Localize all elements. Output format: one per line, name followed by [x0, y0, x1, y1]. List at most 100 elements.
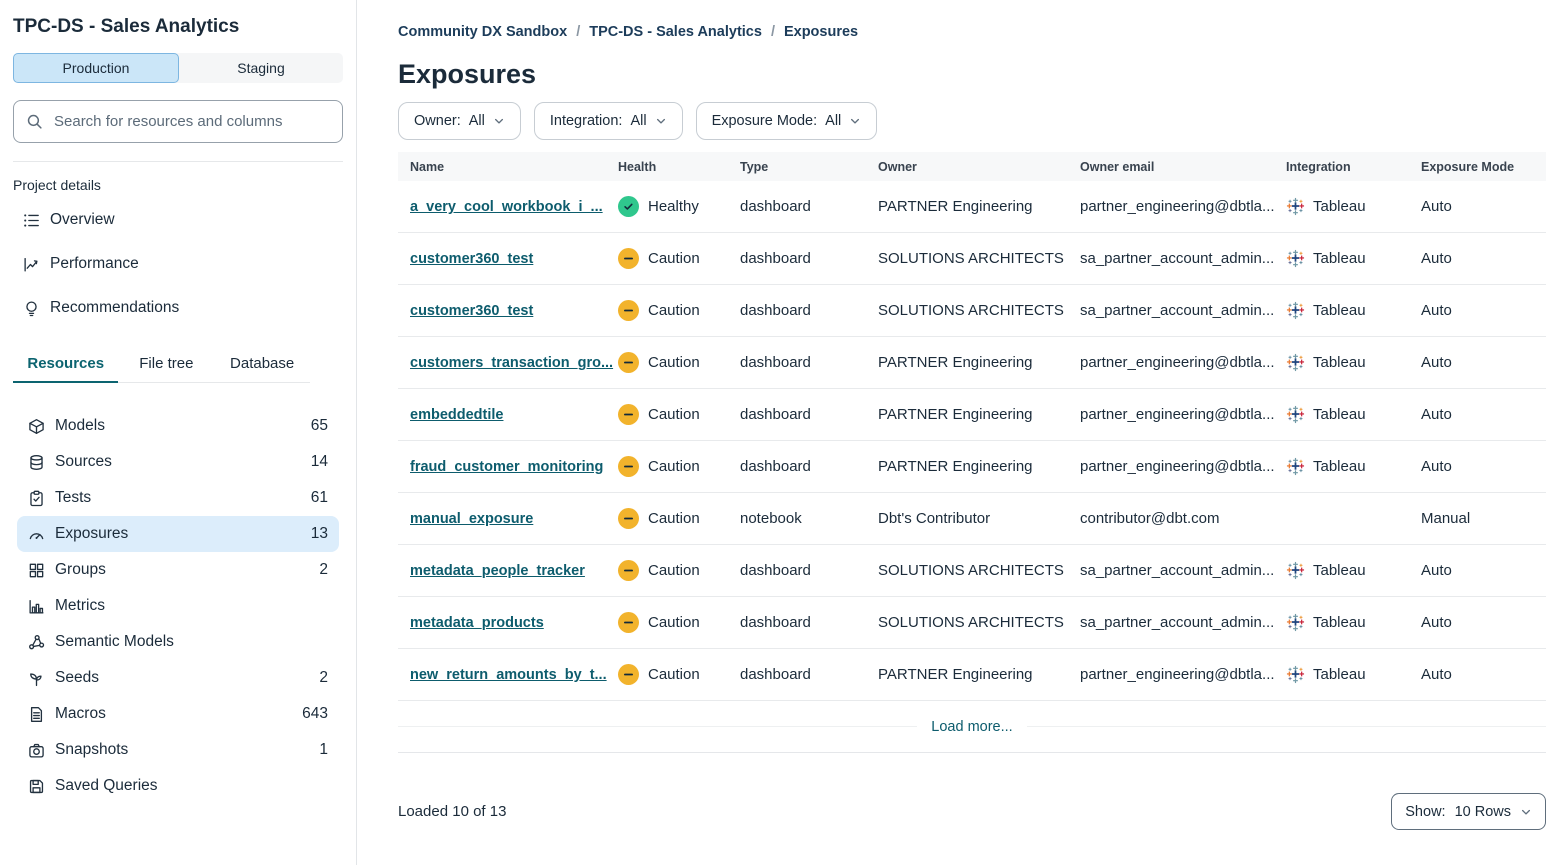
- sidebar-item-semantic-models[interactable]: Semantic Models: [17, 624, 339, 660]
- type-value: dashboard: [740, 198, 811, 216]
- exposure-name-link[interactable]: metadata_people_tracker: [410, 563, 585, 580]
- chart-line-icon: [23, 256, 40, 273]
- sidebar-item-tests[interactable]: Tests 61: [17, 480, 339, 516]
- type-value: dashboard: [740, 614, 811, 632]
- sidebar-item-saved-queries[interactable]: Saved Queries: [17, 768, 339, 804]
- name-cell: new_return_amounts_by_t...: [398, 666, 618, 683]
- grid-icon: [28, 562, 45, 579]
- exposure-name-link[interactable]: customer360_test: [410, 251, 534, 268]
- column-header-exposure-mode: Exposure Mode: [1421, 159, 1515, 174]
- seedling-icon: [28, 670, 45, 687]
- caution-badge-icon: [618, 300, 639, 322]
- exposure-name-link[interactable]: metadata_products: [410, 615, 544, 632]
- exposure-name-link[interactable]: customer360_test: [410, 303, 534, 320]
- filter-exposure-mode[interactable]: Exposure Mode: All: [695, 102, 878, 141]
- env-tab-production[interactable]: Production: [13, 53, 179, 83]
- rows-per-page-button[interactable]: Show: 10 Rows: [1391, 793, 1546, 831]
- column-header-type: Type: [740, 159, 769, 174]
- sidebar-item-label: Performance: [50, 255, 139, 272]
- sidebar-item-label: Macros: [55, 705, 106, 722]
- owner-email-cell: sa_partner_account_admin...: [1080, 614, 1286, 631]
- network-icon: [28, 634, 45, 651]
- integration-value: Tableau: [1313, 198, 1366, 216]
- sidebar-item-recommendations[interactable]: Recommendations: [0, 286, 356, 330]
- sidebar-item-label: Exposures: [55, 525, 129, 542]
- exposure-mode-cell: Auto: [1421, 198, 1546, 215]
- exposure-mode-value: Auto: [1421, 250, 1452, 268]
- integration-value: Tableau: [1313, 302, 1366, 320]
- sidebar-item-macros[interactable]: Macros 643: [17, 696, 339, 732]
- breadcrumb-item-community-dx-sandbox[interactable]: Community DX Sandbox: [398, 24, 568, 40]
- type-cell: dashboard: [740, 354, 878, 371]
- project-details-label: Project details: [13, 177, 101, 193]
- exposure-mode-cell: Auto: [1421, 614, 1546, 631]
- health-label: Caution: [648, 666, 700, 684]
- healthy-badge-icon: [618, 196, 639, 218]
- sidebar-item-count: 14: [310, 453, 328, 470]
- table-row: fraud_customer_monitoring Caution dashboar…: [398, 441, 1546, 494]
- sidebar-item-label: Overview: [50, 211, 115, 228]
- sidebar-item-sources[interactable]: Sources 14: [17, 444, 339, 480]
- exposure-mode-value: Auto: [1421, 198, 1452, 216]
- search-input[interactable]: [52, 112, 330, 131]
- filter-owner[interactable]: Owner: All: [398, 102, 521, 141]
- type-cell: dashboard: [740, 406, 878, 423]
- exposure-name-link[interactable]: customers_transaction_gro...: [410, 355, 614, 372]
- name-cell: a_very_cool_workbook_i_...: [398, 198, 618, 215]
- file-text-icon: [28, 706, 45, 723]
- owner-email-value: partner_engineering@dbtla...: [1080, 198, 1275, 216]
- breadcrumb-item-tpc-ds-sales-analytics[interactable]: TPC-DS - Sales Analytics: [589, 24, 762, 40]
- filter-label: Integration:: [549, 113, 623, 130]
- exposure-mode-value: Auto: [1421, 666, 1452, 684]
- sidebar-item-seeds[interactable]: Seeds 2: [17, 660, 339, 696]
- sidebar-item-performance[interactable]: Performance: [0, 242, 356, 286]
- tab-resources[interactable]: Resources: [13, 355, 119, 383]
- owner-cell: PARTNER Engineering: [878, 406, 1080, 423]
- name-cell: embeddedtile: [398, 406, 618, 423]
- health-cell: Healthy: [618, 196, 740, 218]
- exposure-name-link[interactable]: new_return_amounts_by_t...: [410, 667, 607, 684]
- integration-value: Tableau: [1313, 250, 1366, 268]
- tab-file-tree[interactable]: File tree: [139, 355, 194, 372]
- sidebar-item-snapshots[interactable]: Snapshots 1: [17, 732, 339, 768]
- sidebar-item-overview[interactable]: Overview: [0, 198, 356, 242]
- health-cell: Caution: [618, 352, 740, 374]
- table-row: customer360_test Caution dashboard SOLUTION…: [398, 233, 1546, 286]
- sidebar-item-count: 1: [319, 741, 328, 758]
- load-more-link[interactable]: Load more...: [931, 718, 1013, 735]
- owner-email-value: sa_partner_account_admin...: [1080, 562, 1275, 580]
- owner-value: PARTNER Engineering: [878, 354, 1033, 372]
- filter-integration[interactable]: Integration: All: [533, 102, 683, 141]
- sidebar-item-metrics[interactable]: Metrics: [17, 588, 339, 624]
- tab-database[interactable]: Database: [230, 355, 295, 372]
- owner-cell: SOLUTIONS ARCHITECTS: [878, 614, 1080, 631]
- exposure-mode-value: Auto: [1421, 302, 1452, 320]
- name-cell: customer360_test: [398, 250, 618, 267]
- integration-cell: Tableau: [1286, 405, 1421, 424]
- exposure-name-link[interactable]: fraud_customer_monitoring: [410, 459, 604, 476]
- health-label: Caution: [648, 458, 700, 476]
- owner-email-value: partner_engineering@dbtla...: [1080, 354, 1275, 372]
- exposure-mode-cell: Auto: [1421, 250, 1546, 267]
- exposure-name-link[interactable]: a_very_cool_workbook_i_...: [410, 199, 603, 216]
- health-label: Caution: [648, 250, 700, 268]
- chevron-down-icon: [1520, 806, 1532, 818]
- search-box[interactable]: [13, 100, 343, 143]
- name-cell: fraud_customer_monitoring: [398, 458, 618, 475]
- caution-badge-icon: [618, 560, 639, 582]
- exposure-mode-cell: Auto: [1421, 302, 1546, 319]
- breadcrumb: Community DX Sandbox / TPC-DS - Sales Anal…: [398, 24, 1546, 40]
- exposure-name-link[interactable]: manual_exposure: [410, 511, 534, 528]
- integration-cell: Tableau: [1286, 665, 1421, 684]
- health-label: Caution: [648, 510, 700, 528]
- env-tab-staging[interactable]: Staging: [237, 60, 285, 76]
- sidebar-item-groups[interactable]: Groups 2: [17, 552, 339, 588]
- owner-email-cell: partner_engineering@dbtla...: [1080, 354, 1286, 371]
- integration-cell: Tableau: [1286, 561, 1421, 580]
- sidebar-item-exposures[interactable]: Exposures 13: [17, 516, 339, 552]
- sidebar-item-models[interactable]: Models 65: [17, 408, 339, 444]
- exposure-name-link[interactable]: embeddedtile: [410, 407, 504, 424]
- type-cell: dashboard: [740, 666, 878, 683]
- sidebar-item-label: Seeds: [55, 669, 99, 686]
- tableau-icon: [1286, 613, 1305, 632]
